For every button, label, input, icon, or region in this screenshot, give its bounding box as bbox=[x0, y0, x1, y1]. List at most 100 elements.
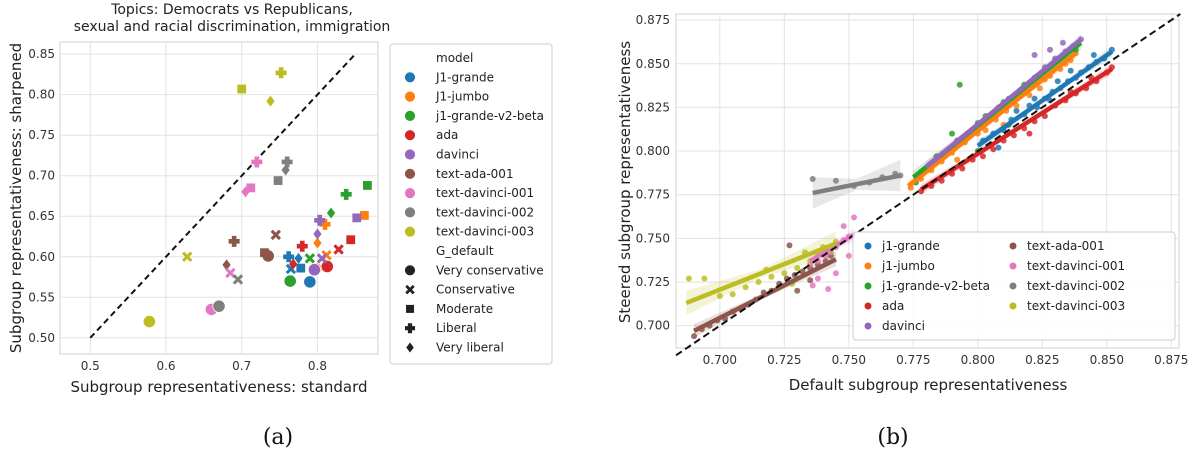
panel-a-point-j1-grande-liberal bbox=[283, 251, 295, 263]
panel-a-point-text-davinci-002-very-liberal bbox=[281, 164, 290, 176]
panel-a-x-tick-label: 0.7 bbox=[232, 359, 251, 373]
panel-a-legend-swatch-davinci bbox=[404, 148, 416, 161]
panel-a-caption: (a) bbox=[263, 425, 293, 450]
panel-a-legend-marker-conservative bbox=[405, 284, 415, 295]
panel-a-legend-swatch-text-davinci-003 bbox=[404, 225, 416, 238]
panel-a-legend-label-ada: ada bbox=[436, 128, 458, 142]
panel-b-point-text-davinci-001-8 bbox=[845, 252, 852, 259]
panel-a-y-tick-label: 0.65 bbox=[28, 209, 55, 223]
panel-b-y-tick-label: 0.750 bbox=[636, 231, 670, 245]
panel-b-point-text-davinci-003-0 bbox=[685, 275, 692, 282]
panel-b-point-j1-grande-v2-beta-18 bbox=[949, 130, 956, 137]
panel-a-point-j1-grande-v2-beta-liberal bbox=[340, 188, 352, 200]
panel-b-y-tick-label: 0.700 bbox=[636, 319, 670, 333]
panel-a-point-davinci-moderate bbox=[352, 213, 362, 223]
panel-b-fit-j1-jumbo bbox=[906, 51, 1078, 188]
panel-b-y-axis-label: Steered subgroup representativeness bbox=[616, 41, 634, 323]
panel-a-legend-marker-moderate bbox=[406, 304, 414, 313]
panel-b-legend-label-text-davinci-002: text-davinci-002 bbox=[1027, 279, 1125, 293]
panel-b-fit-davinci bbox=[924, 37, 1083, 169]
panel-b-point-j1-jumbo-17 bbox=[954, 156, 961, 163]
panel-a-point-j1-grande-very-liberal bbox=[294, 252, 303, 264]
panel-a-legend-label-text-davinci-002: text-davinci-002 bbox=[436, 205, 534, 219]
panel-b-point-j1-grande-22 bbox=[1031, 95, 1038, 102]
panel-b-y-tick-label: 0.875 bbox=[636, 13, 670, 27]
panel-a-point-text-davinci-001-moderate bbox=[246, 183, 256, 193]
panel-b-point-text-ada-001-0 bbox=[691, 333, 698, 340]
panel-b-legend-label-j1-grande: j1-grande bbox=[881, 239, 940, 253]
panel-a-point-text-davinci-003-very-conservative bbox=[142, 314, 156, 329]
panel-b-x-tick-label: 0.750 bbox=[832, 353, 866, 367]
panel-b-point-text-ada-001-19 bbox=[786, 242, 793, 249]
panel-b-point-text-davinci-002-1 bbox=[832, 177, 839, 184]
panel-b-caption: (b) bbox=[877, 425, 908, 450]
panel-a-legend-marker-very-conservative bbox=[404, 264, 416, 277]
panel-b-legend-swatch-text-davinci-001 bbox=[1009, 262, 1017, 270]
panel-a-point-text-davinci-002-conservative bbox=[232, 274, 244, 285]
panel-b-y-tick-label: 0.850 bbox=[636, 57, 670, 71]
panel-a-title-line-1: Topics: Democrats vs Republicans, bbox=[110, 2, 353, 18]
panel-b-point-text-davinci-001-11 bbox=[825, 285, 832, 292]
panel-b-point-text-davinci-003-2 bbox=[716, 292, 723, 299]
panel-b-x-tick-label: 0.825 bbox=[1025, 353, 1059, 367]
panel-b-point-ada-6 bbox=[979, 153, 986, 160]
panel-a-reference-line bbox=[89, 53, 357, 339]
panel-b-point-text-davinci-003-8 bbox=[794, 265, 801, 272]
panel-b-point-text-davinci-002-0 bbox=[809, 175, 816, 182]
panel-b-x-axis-label: Default subgroup representativeness bbox=[789, 376, 1068, 394]
panel-b-x-tick-label: 0.775 bbox=[896, 353, 930, 367]
panel-b-point-text-davinci-003-6 bbox=[768, 273, 775, 280]
panel-a-y-tick-label: 0.85 bbox=[28, 47, 55, 61]
panel-b-fit-text-davinci-003 bbox=[685, 241, 837, 306]
panel-a-legend-box bbox=[389, 43, 553, 365]
panel-b-regression-lines bbox=[685, 37, 1114, 333]
panel-b-y-tick-label: 0.825 bbox=[636, 100, 670, 114]
panel-a-point-j1-grande-very-conservative bbox=[303, 275, 317, 289]
panel-a-point-text-ada-001-very-liberal bbox=[222, 259, 231, 271]
panel-a-legend: model J1-grande J1-jumbo j1-grande-v2-beta a… bbox=[389, 43, 553, 365]
panel-b-y-tick-label: 0.725 bbox=[636, 275, 670, 289]
panel-b-point-j1-grande-v2-beta-17 bbox=[956, 81, 963, 88]
panel-a-point-davinci-very-conservative bbox=[307, 263, 321, 277]
panel-a-legend-label-j1-grande-v2-beta: j1-grande-v2-beta bbox=[435, 109, 544, 123]
panel-b-legend-label-text-davinci-003: text-davinci-003 bbox=[1027, 299, 1125, 313]
panel-b-legend-label-text-ada-001: text-ada-001 bbox=[1027, 239, 1105, 253]
panel-b-x-tick-label: 0.850 bbox=[1090, 353, 1124, 367]
panel-a-legend-label-j1-grande: J1-grande bbox=[435, 70, 494, 84]
panel-b-point-davinci-17 bbox=[1031, 52, 1038, 59]
panel-b-legend-swatch-j1-grande bbox=[864, 242, 872, 250]
panel-b-legend-swatch-davinci bbox=[864, 322, 872, 330]
panel-b-point-text-davinci-003-5 bbox=[755, 279, 762, 286]
panel-a-x-tick-label: 0.5 bbox=[81, 359, 100, 373]
panel-b-legend-label-j1-grande-v2-beta: j1-grande-v2-beta bbox=[881, 279, 990, 293]
panel-a-legend-label-text-davinci-003: text-davinci-003 bbox=[436, 225, 534, 239]
panel-b-y-tick-label: 0.800 bbox=[636, 144, 670, 158]
panel-a-point-j1-jumbo-moderate bbox=[359, 211, 369, 220]
panel-b-fit-j1-grande bbox=[976, 49, 1114, 148]
panel-a-x-axis-label: Subgroup representativeness: standard bbox=[70, 378, 367, 396]
panel-b-point-j1-jumbo-12 bbox=[1036, 85, 1043, 92]
panel-b-fit-ada bbox=[919, 67, 1114, 192]
panel-a-point-text-davinci-002-very-conservative bbox=[212, 299, 226, 313]
panel-a-y-tick-label: 0.75 bbox=[28, 128, 55, 142]
panel-b-point-ada-7 bbox=[990, 146, 997, 153]
panel-a-y-axis-label: Subgroup representativeness: sharpened bbox=[7, 43, 25, 353]
panel-a-title-line-2: sexual and racial discrimination, immigr… bbox=[74, 19, 391, 35]
panel-a-x-tick-label: 0.6 bbox=[156, 359, 175, 373]
panel-a-point-j1-grande-v2-beta-moderate bbox=[363, 181, 372, 190]
panel-a-point-ada-very-conservative bbox=[320, 259, 334, 274]
panel-a-y-tick-label: 0.70 bbox=[28, 169, 55, 183]
panel-b-point-j1-grande-20 bbox=[1090, 52, 1097, 59]
panel-a-legend-label-davinci: davinci bbox=[436, 148, 479, 162]
panel-b-x-tick-label: 0.725 bbox=[767, 353, 801, 367]
panel-a-y-tick-label: 0.50 bbox=[28, 331, 55, 345]
panel-a-point-davinci-conservative bbox=[316, 253, 328, 264]
panel-b-legend-swatch-text-davinci-002 bbox=[1009, 282, 1017, 290]
panel-b-point-j1-grande-19 bbox=[1067, 67, 1074, 74]
panel-a-legend-swatch-text-davinci-001 bbox=[404, 187, 416, 200]
panel-a-legend-swatch-ada bbox=[404, 129, 416, 142]
panel-a-legend-swatch-j1-grande-v2-beta bbox=[404, 110, 416, 122]
panel-a-point-davinci-liberal bbox=[314, 214, 326, 226]
panel-a-x-tick-label: 0.8 bbox=[308, 359, 327, 373]
